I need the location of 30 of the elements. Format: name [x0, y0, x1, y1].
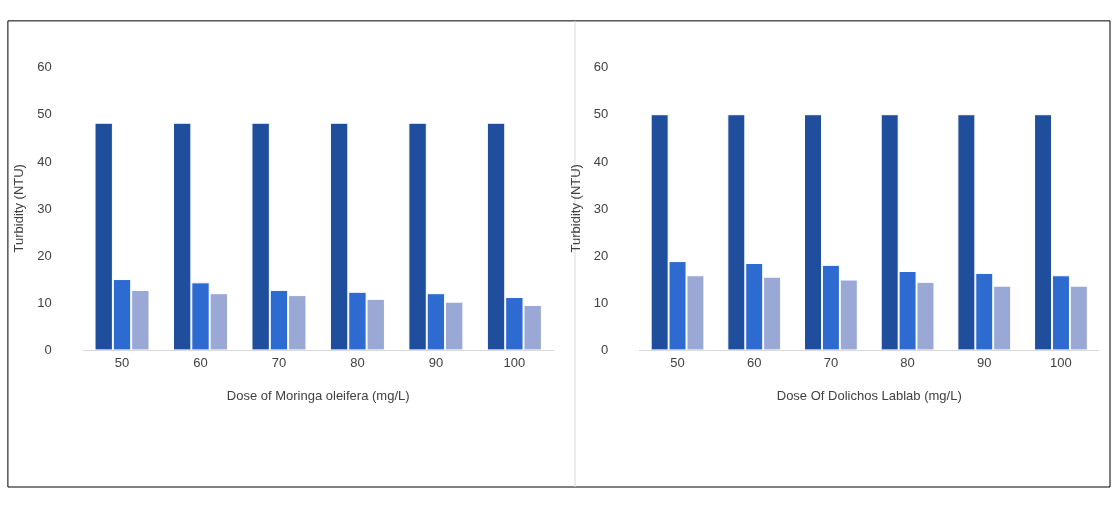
- x-tick-label: 100: [503, 354, 526, 370]
- y-tick-label: 20: [593, 248, 609, 263]
- x-tick-label: 80: [900, 354, 915, 370]
- y-tick-label: 0: [44, 342, 52, 358]
- y-tick-label: 60: [37, 59, 52, 75]
- x-tick-label: 90: [428, 354, 444, 370]
- y-tick-label: 0: [600, 342, 609, 358]
- x-tick-label: 100: [1050, 354, 1072, 370]
- y-axis-title: Turbidity (NTU): [567, 164, 583, 253]
- y-tick-label: 50: [593, 106, 609, 122]
- y-tick-label: 30: [593, 200, 609, 216]
- y-tick-label: 60: [593, 59, 609, 75]
- y-axis-title: Turbidity (NTU): [11, 164, 27, 253]
- x-tick-label: 70: [823, 354, 839, 370]
- x-tick-label: 70: [271, 354, 287, 370]
- y-tick-label: 30: [37, 200, 52, 216]
- y-tick-label: 10: [37, 295, 52, 311]
- y-tick-label: 50: [37, 106, 52, 122]
- x-tick-label: 80: [350, 354, 365, 370]
- x-axis-title: Dose of Moringa oleifera (mg/L): [226, 388, 410, 404]
- y-tick-label: 10: [593, 295, 609, 311]
- x-tick-label: 50: [670, 354, 685, 370]
- x-tick-label: 90: [977, 354, 992, 370]
- x-axis-title: Dose Of Dolichos Lablab (mg/L): [776, 388, 962, 404]
- x-tick-label: 50: [114, 354, 130, 370]
- y-tick-label: 40: [37, 153, 52, 169]
- y-tick-label: 40: [593, 153, 609, 169]
- x-tick-label: 60: [746, 354, 762, 370]
- y-tick-label: 20: [37, 248, 52, 263]
- x-tick-label: 60: [193, 354, 208, 370]
